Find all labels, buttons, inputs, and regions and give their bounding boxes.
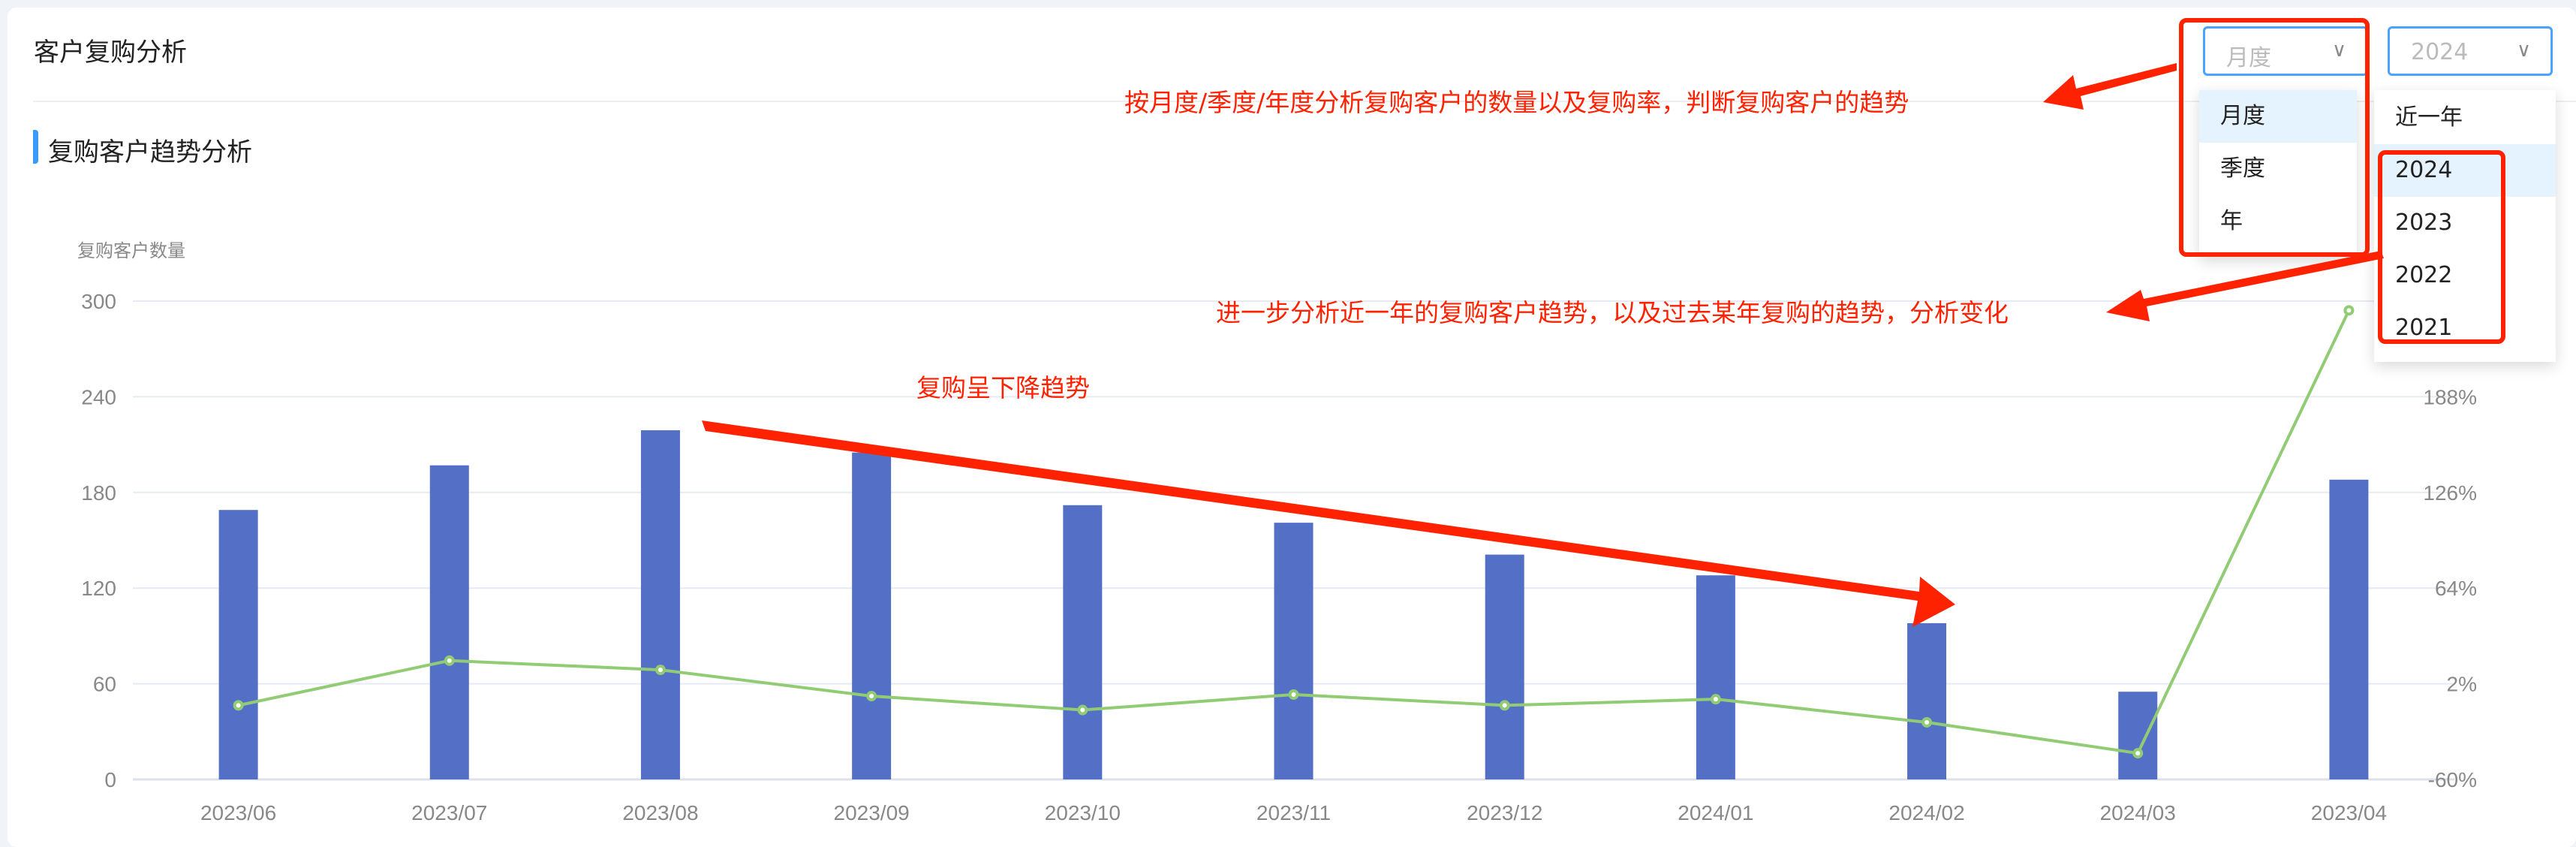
line-point: [1077, 704, 1088, 716]
bar: [852, 452, 892, 779]
period-select[interactable]: 月度 ∨: [2203, 26, 2368, 76]
year-select[interactable]: 2024 ∨: [2388, 26, 2553, 76]
annotation-box-years: [2378, 150, 2505, 344]
annotation-year-note: 进一步分析近一年的复购客户趋势，以及过去某年复购的趋势，分析变化: [1216, 298, 2009, 327]
year-option-2021[interactable]: 2021: [2395, 315, 2453, 341]
line-point: [1288, 689, 1299, 700]
line-point: [1921, 716, 1933, 728]
line-point: [1499, 700, 1510, 711]
bar: [218, 510, 258, 779]
year-dropdown: 近一年 2024 2023 2022 2021: [2374, 90, 2556, 362]
y-left-tick-label: 300: [81, 290, 116, 313]
x-tick-label: 2023/09: [834, 801, 910, 824]
y-right-tick-label: 2%: [2447, 673, 2477, 696]
x-tick-label: 2024/03: [2100, 801, 2176, 824]
section-accent: [33, 130, 38, 164]
y-right-tick-label: 64%: [2435, 577, 2477, 600]
year-select-value: 2024: [2411, 39, 2469, 65]
y-right-tick-label: 188%: [2423, 385, 2477, 408]
annotation-filter-note: 按月度/季度/年度分析复购客户的数量以及复购率，判断复购客户的趋势: [1124, 88, 1909, 117]
x-tick-label: 2024/02: [1888, 801, 1964, 824]
y-left-tick-label: 0: [104, 768, 116, 791]
period-select-value: 月度: [2226, 45, 2271, 71]
section-title: 复购客户趋势分析: [48, 137, 252, 167]
bar: [2118, 692, 2158, 779]
chevron-down-icon: ∨: [2331, 39, 2346, 62]
bar: [1274, 523, 1314, 779]
bar: [1907, 622, 1947, 779]
y-left-tick-label: 180: [81, 481, 116, 505]
y-axis-label: 复购客户数量: [77, 240, 185, 261]
bar: [640, 430, 680, 779]
line-point: [655, 665, 666, 676]
period-dropdown: 月度 季度 年: [2199, 90, 2357, 257]
divider: [33, 101, 2576, 102]
x-tick-label: 2023/08: [622, 801, 698, 824]
chevron-down-icon: ∨: [2516, 39, 2531, 62]
line-point: [866, 691, 877, 702]
line-point: [1710, 694, 1721, 705]
x-tick-label: 2023/10: [1045, 801, 1121, 824]
y-left-tick-label: 120: [81, 577, 116, 600]
y-right-tick-label: -60%: [2428, 768, 2477, 791]
y-left-tick-label: 60: [93, 673, 116, 696]
x-tick-label: 2023/07: [411, 801, 487, 824]
bar: [1063, 505, 1103, 779]
line-point: [444, 655, 455, 666]
y-right-tick-label: 126%: [2423, 481, 2477, 505]
x-tick-label: 2023/06: [200, 801, 276, 824]
period-option-year[interactable]: 年: [2220, 208, 2243, 234]
period-option-quarter[interactable]: 季度: [2220, 155, 2265, 182]
x-tick-label: 2023/04: [2311, 801, 2387, 824]
x-tick-label: 2024/01: [1678, 801, 1753, 824]
period-option-month[interactable]: 月度: [2199, 90, 2357, 143]
bar: [429, 465, 469, 779]
page-title: 客户复购分析: [34, 38, 187, 68]
y-left-tick-label: 240: [81, 385, 116, 408]
bar: [1485, 554, 1524, 779]
x-tick-label: 2023/12: [1467, 801, 1542, 824]
line-point: [2132, 748, 2144, 759]
line-point: [2343, 305, 2355, 316]
bar: [2329, 479, 2369, 779]
annotation-trend-note: 复购呈下降趋势: [916, 373, 1090, 402]
year-option-2023[interactable]: 2023: [2395, 209, 2453, 236]
year-option-2022[interactable]: 2022: [2395, 262, 2453, 288]
year-option-last-year[interactable]: 近一年: [2395, 104, 2463, 131]
bar: [1696, 575, 1735, 779]
annotation-box-period: [2179, 18, 2370, 257]
line-point: [233, 700, 244, 711]
x-tick-label: 2023/11: [1256, 801, 1331, 824]
